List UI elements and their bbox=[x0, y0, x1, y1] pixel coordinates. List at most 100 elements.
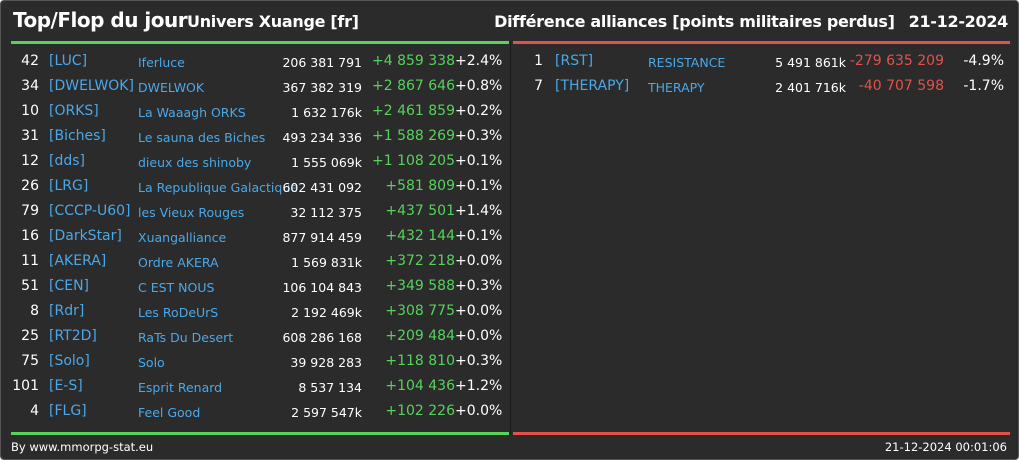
alliance-name-link[interactable]: RaTs Du Desert bbox=[138, 330, 234, 345]
diff-cell: +118 810 bbox=[385, 353, 455, 369]
alliance-name-link[interactable]: dieux des shinoby bbox=[138, 155, 252, 170]
alliance-name-link[interactable]: C EST NOUS bbox=[138, 280, 215, 295]
percent-cell: +2.4% bbox=[455, 53, 503, 69]
percent-cell: +0.3% bbox=[455, 278, 503, 294]
diff-cell: +581 809 bbox=[385, 178, 455, 194]
alliance-tag-link[interactable]: [LRG] bbox=[49, 178, 89, 194]
percent-cell: +0.0% bbox=[455, 403, 503, 419]
points-cell: 5 491 861k bbox=[775, 55, 846, 70]
diff-cell: -279 635 209 bbox=[849, 53, 944, 69]
rank-cell: 31 bbox=[21, 128, 39, 144]
table-row: 7 [THERAPY] THERAPY 2 401 716k -40 707 598 -1… bbox=[513, 75, 1010, 100]
table-row: 51 [CEN] C EST NOUS 106 104 843 +349 588 +0.3… bbox=[11, 275, 509, 300]
alliance-name-link[interactable]: les Vieux Rouges bbox=[138, 205, 245, 220]
rank-cell: 34 bbox=[21, 78, 39, 94]
rank-cell: 1 bbox=[534, 53, 543, 69]
rank-cell: 4 bbox=[30, 403, 39, 419]
points-cell: 2 401 716k bbox=[775, 80, 846, 95]
percent-cell: +0.1% bbox=[455, 178, 503, 194]
table-row: 4 [FLG] Feel Good 2 597 547k +102 226 +0.0% bbox=[11, 400, 509, 425]
footer-credit: By www.mmorpg-stat.eu bbox=[11, 440, 154, 454]
diff-cell: +1 108 205 bbox=[372, 153, 455, 169]
rank-cell: 7 bbox=[534, 78, 543, 94]
table-row: 75 [Solo] Solo 39 928 283 +118 810 +0.3% bbox=[11, 350, 509, 375]
alliance-tag-link[interactable]: [RT2D] bbox=[49, 328, 97, 344]
points-cell: 2 192 469k bbox=[291, 305, 362, 320]
points-cell: 367 382 319 bbox=[282, 80, 362, 95]
alliance-tag-link[interactable]: [E-S] bbox=[49, 378, 83, 394]
percent-cell: +1.4% bbox=[455, 203, 503, 219]
table-row: 1 [RST] RESISTANCE 5 491 861k -279 635 209 -4… bbox=[513, 50, 1010, 75]
alliance-name-link[interactable]: Esprit Renard bbox=[138, 380, 223, 395]
points-cell: 8 537 134 bbox=[298, 380, 362, 395]
ranking-title: Différence alliances [points militaires … bbox=[494, 12, 895, 31]
alliance-tag-link[interactable]: [dds] bbox=[49, 153, 85, 169]
alliance-name-link[interactable]: La Waaagh ORKS bbox=[138, 105, 246, 120]
alliance-tag-link[interactable]: [THERAPY] bbox=[555, 78, 630, 94]
percent-cell: -1.7% bbox=[963, 78, 1004, 94]
percent-cell: +0.8% bbox=[455, 78, 503, 94]
table-row: 25 [RT2D] RaTs Du Desert 608 286 168 +209 48… bbox=[11, 325, 509, 350]
percent-cell: +0.0% bbox=[455, 303, 503, 319]
alliance-tag-link[interactable]: [DarkStar] bbox=[49, 228, 122, 244]
alliance-name-link[interactable]: Ordre AKERA bbox=[138, 255, 219, 270]
rank-cell: 101 bbox=[12, 378, 39, 394]
alliance-name-link[interactable]: Iferluce bbox=[138, 55, 185, 70]
percent-cell: +1.2% bbox=[455, 378, 503, 394]
percent-cell: +0.0% bbox=[455, 328, 503, 344]
rank-cell: 16 bbox=[21, 228, 39, 244]
page-title: Top/Flop du jour bbox=[13, 8, 188, 32]
rank-cell: 10 bbox=[21, 103, 39, 119]
diff-cell: -40 707 598 bbox=[858, 78, 944, 94]
alliance-name-link[interactable]: Le sauna des Biches bbox=[138, 130, 266, 145]
rank-cell: 51 bbox=[21, 278, 39, 294]
alliance-name-link[interactable]: Solo bbox=[138, 355, 165, 370]
points-cell: 877 914 459 bbox=[282, 230, 362, 245]
alliance-name-link[interactable]: Feel Good bbox=[138, 405, 201, 420]
points-cell: 1 555 069k bbox=[291, 155, 362, 170]
alliance-tag-link[interactable]: [AKERA] bbox=[49, 253, 107, 269]
table-row: 34 [DWELWOK] DWELWOK 367 382 319 +2 867 646 +… bbox=[11, 75, 509, 100]
percent-cell: +0.1% bbox=[455, 153, 503, 169]
alliance-name-link[interactable]: DWELWOK bbox=[138, 80, 205, 95]
rank-cell: 42 bbox=[21, 53, 39, 69]
alliance-tag-link[interactable]: [DWELWOK] bbox=[49, 78, 134, 94]
diff-cell: +104 436 bbox=[385, 378, 455, 394]
table-row: 79 [CCCP-U60] les Vieux Rouges 32 112 375 +4… bbox=[11, 200, 509, 225]
percent-cell: +0.1% bbox=[455, 228, 503, 244]
diff-cell: +308 775 bbox=[385, 303, 455, 319]
points-cell: 206 381 791 bbox=[282, 55, 362, 70]
alliance-name-link[interactable]: Xuangalliance bbox=[138, 230, 227, 245]
alliance-tag-link[interactable]: [Rdr] bbox=[49, 303, 85, 319]
universe-subtitle: Univers Xuange [fr] bbox=[187, 12, 359, 31]
alliance-name-link[interactable]: RESISTANCE bbox=[648, 55, 726, 70]
table-row: 16 [DarkStar] Xuangalliance 877 914 459 +432… bbox=[11, 225, 509, 250]
alliance-name-link[interactable]: Les RoDeUrS bbox=[138, 305, 219, 320]
alliance-tag-link[interactable]: [LUC] bbox=[49, 53, 88, 69]
top-list: 42 [LUC] Iferluce 206 381 791 +4 859 338 +2.4… bbox=[11, 50, 509, 425]
alliance-tag-link[interactable]: [FLG] bbox=[49, 403, 87, 419]
table-row: 31 [Biches] Le sauna des Biches 493 234 336… bbox=[11, 125, 509, 150]
diff-cell: +102 226 bbox=[385, 403, 455, 419]
rank-cell: 75 bbox=[21, 353, 39, 369]
percent-cell: -4.9% bbox=[963, 53, 1004, 69]
alliance-tag-link[interactable]: [Biches] bbox=[49, 128, 106, 144]
diff-cell: +209 484 bbox=[385, 328, 455, 344]
alliance-tag-link[interactable]: [RST] bbox=[555, 53, 594, 69]
alliance-tag-link[interactable]: [CCCP-U60] bbox=[49, 203, 131, 219]
alliance-name-link[interactable]: La Republique Galactique bbox=[138, 180, 298, 195]
rank-cell: 26 bbox=[21, 178, 39, 194]
diff-cell: +4 859 338 bbox=[372, 53, 455, 69]
alliance-tag-link[interactable]: [ORKS] bbox=[49, 103, 99, 119]
flop-list: 1 [RST] RESISTANCE 5 491 861k -279 635 209 -4… bbox=[513, 50, 1010, 100]
diff-cell: +1 588 269 bbox=[372, 128, 455, 144]
header: Top/Flop du jour Univers Xuange [fr] Dif… bbox=[1, 1, 1018, 41]
table-row: 11 [AKERA] Ordre AKERA 1 569 831k +372 218 +0… bbox=[11, 250, 509, 275]
table-row: 42 [LUC] Iferluce 206 381 791 +4 859 338 +2.4… bbox=[11, 50, 509, 75]
footer-timestamp: 21-12-2024 00:01:06 bbox=[884, 440, 1007, 454]
alliance-name-link[interactable]: THERAPY bbox=[648, 80, 705, 95]
rank-cell: 11 bbox=[21, 253, 39, 269]
alliance-tag-link[interactable]: [CEN] bbox=[49, 278, 90, 294]
alliance-tag-link[interactable]: [Solo] bbox=[49, 353, 90, 369]
